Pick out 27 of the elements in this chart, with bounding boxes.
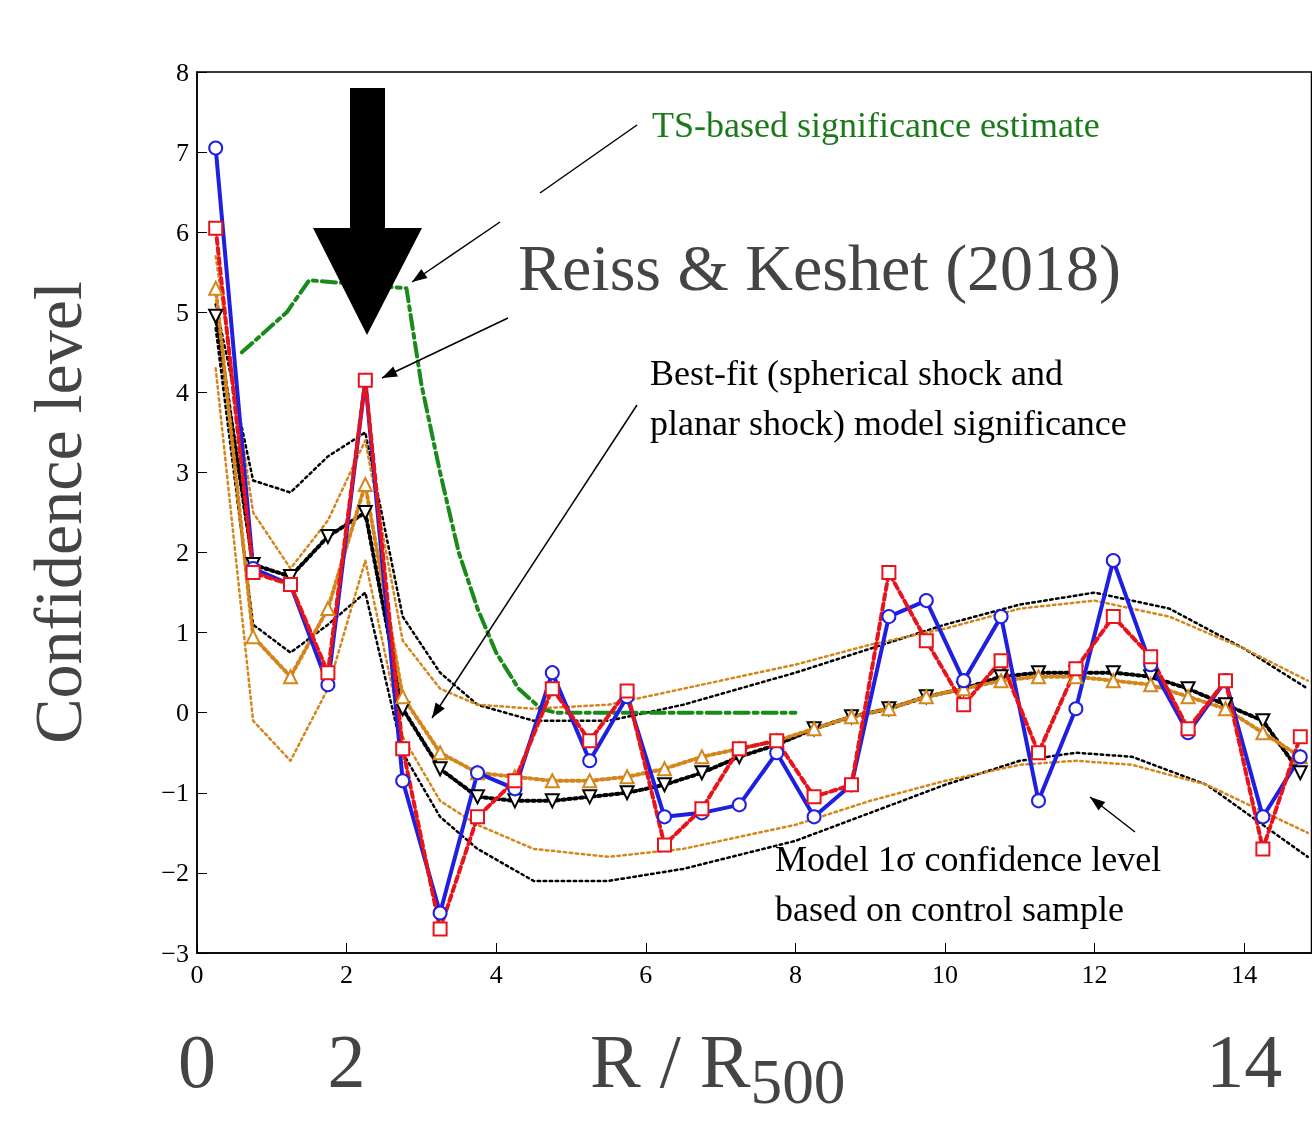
y-tick-label: 6: [176, 217, 189, 247]
x-tick-label: 14: [1231, 959, 1258, 989]
x-tick-label: 4: [489, 959, 503, 989]
annotation: TS-based significance estimate: [652, 104, 1101, 147]
x-axis-title: R / R$_{500}$: [590, 1019, 846, 1118]
annotation: Reiss & Keshet (2018): [518, 230, 1123, 306]
x-tick-label: 10: [931, 959, 958, 989]
y-tick-label: 4: [176, 377, 189, 407]
y-tick-label: 8: [176, 57, 189, 87]
x-tick-label: 6: [639, 959, 653, 989]
x-tick-label: 12: [1081, 959, 1108, 989]
y-tick-label: 1: [176, 618, 189, 648]
annotation: Best-fit (spherical shock and planar shock) model significance: [650, 352, 1128, 446]
y-tick-label: −2: [161, 858, 189, 888]
x2-tick-label: 2: [327, 1019, 366, 1103]
x-tick-label: 8: [788, 959, 802, 989]
y-tick-label: 7: [176, 137, 189, 167]
y-tick-label: 2: [176, 538, 189, 568]
y-tick-label: −3: [161, 938, 189, 968]
y-tick-label: 3: [176, 457, 189, 487]
y-tick-label: 0: [176, 698, 189, 728]
y-axis-title: Confidence level: [20, 281, 96, 744]
x-tick-label: 2: [340, 959, 354, 989]
annotation: Model 1σ confidence level based on control sample: [775, 838, 1163, 932]
x2-tick-label: 14: [1206, 1019, 1283, 1103]
y-tick-label: −1: [161, 778, 189, 808]
y-tick-label: 5: [176, 297, 189, 327]
